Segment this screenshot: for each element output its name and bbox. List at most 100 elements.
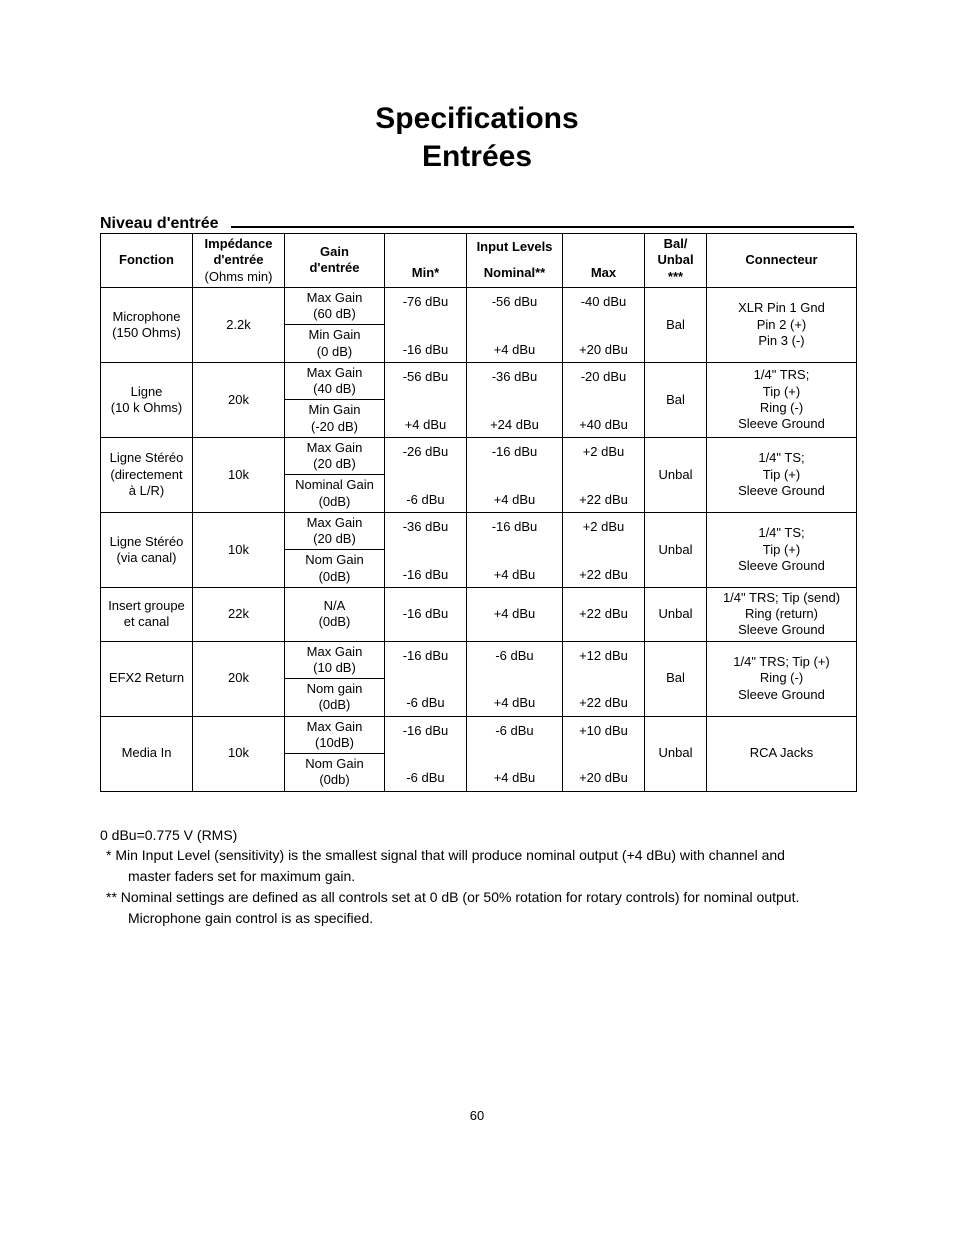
footnotes: 0 dBu=0.775 V (RMS) * Min Input Level (s… [100, 826, 854, 928]
cell-nom: -56 dBu [467, 287, 563, 325]
th-fonction: Fonction [101, 234, 193, 288]
cell-bal: Unbal [645, 437, 707, 512]
th-gain: Gain d'entrée [285, 234, 385, 288]
cell-impedance: 20k [193, 362, 285, 437]
cell-nom: +4 dBu [467, 550, 563, 588]
cell-min: -6 dBu [385, 754, 467, 792]
cell-gain-max: Max Gain(40 dB) [285, 362, 385, 400]
cell-max: +20 dBu [563, 325, 645, 363]
page-number: 60 [100, 1108, 854, 1123]
th-nominal: Nominal** [467, 260, 563, 287]
note-dbu: 0 dBu=0.775 V (RMS) [100, 826, 854, 845]
cell-bal: Unbal [645, 587, 707, 641]
section-header: Niveau d'entrée [100, 215, 854, 233]
cell-fonction: Insert groupeet canal [101, 587, 193, 641]
cell-impedance: 20k [193, 641, 285, 716]
section-label: Niveau d'entrée [100, 215, 231, 233]
cell-impedance: 10k [193, 437, 285, 512]
cell-min: -36 dBu [385, 512, 467, 550]
cell-bal: Bal [645, 641, 707, 716]
cell-impedance: 2.2k [193, 287, 285, 362]
table-row: EFX2 Return20kMax Gain(10 dB)-16 dBu-6 d… [101, 641, 857, 679]
table-row: Insert groupeet canal22kN/A(0dB)-16 dBu+… [101, 587, 857, 641]
document-page: Specifications Entrées Niveau d'entrée F… [0, 0, 954, 1163]
cell-impedance: 10k [193, 512, 285, 587]
title-line-2: Entrées [422, 140, 532, 173]
cell-max: +2 dBu [563, 437, 645, 475]
cell-max: +22 dBu [563, 550, 645, 588]
title-line-1: Specifications [375, 102, 578, 135]
cell-connector: 1/4" TS;Tip (+)Sleeve Ground [707, 512, 857, 587]
cell-max: +22 dBu [563, 679, 645, 717]
cell-min: -16 dBu [385, 587, 467, 641]
cell-connector: 1/4" TRS; Tip (send)Ring (return)Sleeve … [707, 587, 857, 641]
note-star-1: * Min Input Level (sensitivity) is the s… [100, 846, 854, 865]
cell-connector: 1/4" TRS;Tip (+)Ring (-)Sleeve Ground [707, 362, 857, 437]
th-connecteur: Connecteur [707, 234, 857, 288]
th-max-blank [563, 234, 645, 261]
table-header: Fonction Impédance d'entrée (Ohms min) G… [101, 234, 857, 288]
cell-min: -16 dBu [385, 716, 467, 754]
cell-nom: +4 dBu [467, 679, 563, 717]
cell-max: +22 dBu [563, 587, 645, 641]
cell-max: +12 dBu [563, 641, 645, 679]
cell-connector: 1/4" TS;Tip (+)Sleeve Ground [707, 437, 857, 512]
th-input-levels: Input Levels [467, 234, 563, 261]
cell-gain-max: Max Gain(10dB) [285, 716, 385, 754]
cell-gain-max: Max Gain(20 dB) [285, 512, 385, 550]
specifications-table: Fonction Impédance d'entrée (Ohms min) G… [100, 233, 857, 792]
cell-nom: +4 dBu [467, 325, 563, 363]
th-impedance: Impédance d'entrée (Ohms min) [193, 234, 285, 288]
cell-max: -20 dBu [563, 362, 645, 400]
cell-connector: XLR Pin 1 GndPin 2 (+)Pin 3 (-) [707, 287, 857, 362]
cell-min: -76 dBu [385, 287, 467, 325]
cell-fonction: Ligne(10 k Ohms) [101, 362, 193, 437]
cell-bal: Bal [645, 287, 707, 362]
cell-max: +40 dBu [563, 400, 645, 438]
cell-nom: +4 dBu [467, 475, 563, 513]
table-row: Ligne Stéréo(via canal)10kMax Gain(20 dB… [101, 512, 857, 550]
cell-fonction: Microphone(150 Ohms) [101, 287, 193, 362]
cell-gain-max: Max Gain(10 dB) [285, 641, 385, 679]
page-title: Specifications Entrées [100, 100, 854, 175]
cell-fonction: EFX2 Return [101, 641, 193, 716]
th-max: Max [563, 260, 645, 287]
cell-nom: -6 dBu [467, 641, 563, 679]
cell-gain-min: Nom gain(0dB) [285, 679, 385, 717]
section-rule [231, 226, 854, 228]
cell-fonction: Media In [101, 716, 193, 791]
cell-min: -16 dBu [385, 550, 467, 588]
cell-fonction: Ligne Stéréo(directementà L/R) [101, 437, 193, 512]
cell-bal: Unbal [645, 512, 707, 587]
cell-fonction: Ligne Stéréo(via canal) [101, 512, 193, 587]
cell-min: -16 dBu [385, 325, 467, 363]
cell-nom: -6 dBu [467, 716, 563, 754]
cell-impedance: 10k [193, 716, 285, 791]
cell-nom: -16 dBu [467, 437, 563, 475]
cell-min: +4 dBu [385, 400, 467, 438]
cell-nom: +4 dBu [467, 587, 563, 641]
cell-gain-min: Min Gain(0 dB) [285, 325, 385, 363]
note-star-2b: Microphone gain control is as specified. [100, 909, 854, 928]
cell-gain-max: Max Gain(60 dB) [285, 287, 385, 325]
th-min: Min* [385, 260, 467, 287]
cell-nom: -16 dBu [467, 512, 563, 550]
cell-impedance: 22k [193, 587, 285, 641]
th-bal: Bal/ Unbal *** [645, 234, 707, 288]
table-body: Microphone(150 Ohms)2.2kMax Gain(60 dB)-… [101, 287, 857, 791]
th-min-blank [385, 234, 467, 261]
table-row: Ligne(10 k Ohms)20kMax Gain(40 dB)-56 dB… [101, 362, 857, 400]
cell-gain: N/A(0dB) [285, 587, 385, 641]
cell-gain-min: Nominal Gain(0dB) [285, 475, 385, 513]
cell-nom: +24 dBu [467, 400, 563, 438]
cell-gain-min: Nom Gain(0db) [285, 754, 385, 792]
cell-connector: RCA Jacks [707, 716, 857, 791]
cell-connector: 1/4" TRS; Tip (+)Ring (-)Sleeve Ground [707, 641, 857, 716]
cell-gain-min: Min Gain(-20 dB) [285, 400, 385, 438]
cell-nom: -36 dBu [467, 362, 563, 400]
note-star-1b: master faders set for maximum gain. [100, 867, 854, 886]
cell-min: -26 dBu [385, 437, 467, 475]
cell-min: -6 dBu [385, 679, 467, 717]
note-star-2: ** Nominal settings are defined as all c… [100, 888, 854, 907]
cell-bal: Bal [645, 362, 707, 437]
